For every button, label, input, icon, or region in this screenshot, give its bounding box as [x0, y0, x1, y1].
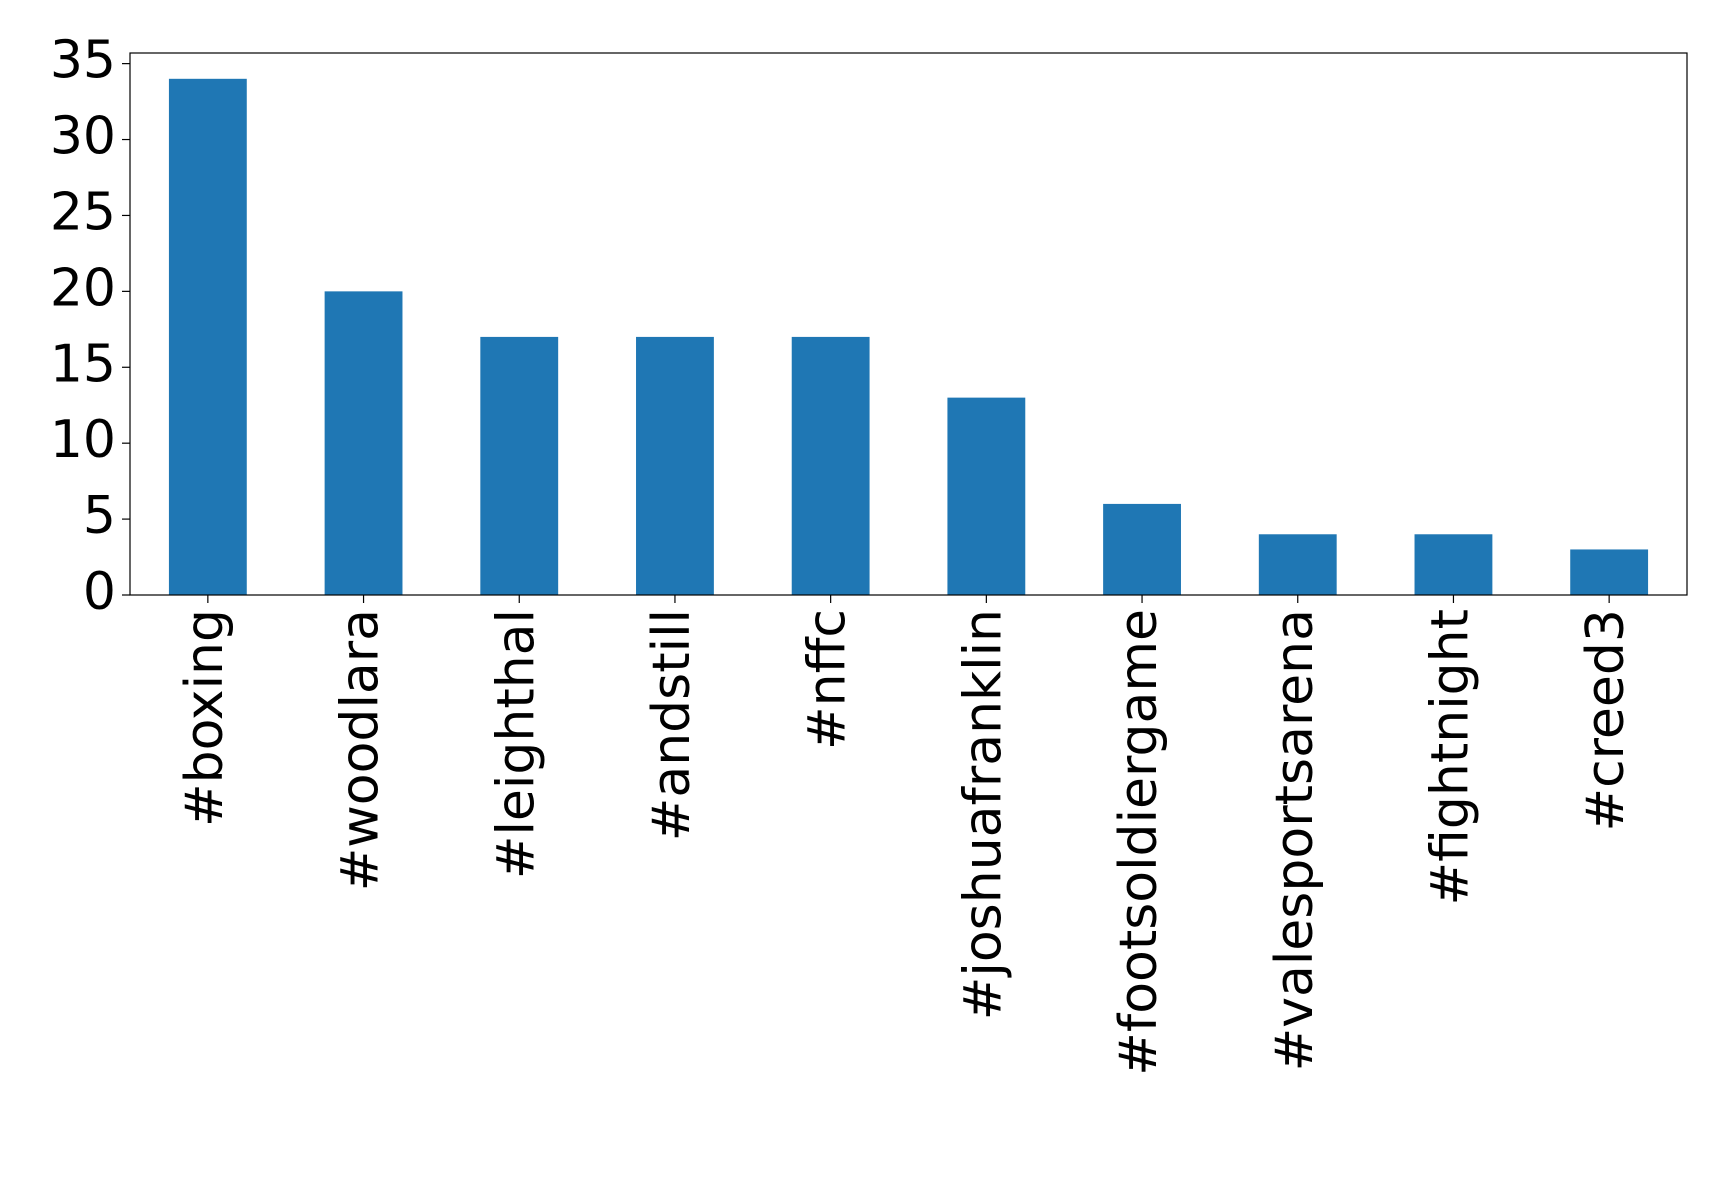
y-tick-label: 5	[83, 486, 116, 546]
x-tick-label: #joshuafranklin	[953, 609, 1013, 1020]
x-tick-label: #leighthal	[486, 609, 546, 879]
y-tick-label: 0	[83, 562, 116, 622]
bar	[1103, 503, 1181, 595]
y-tick-label: 35	[50, 31, 116, 91]
y-tick-label: 20	[50, 258, 116, 318]
bar	[324, 291, 403, 595]
bar	[1570, 549, 1649, 595]
plot-frame	[129, 52, 1688, 596]
bar	[1258, 534, 1337, 595]
y-tick-label: 25	[50, 182, 116, 242]
x-tick-label: #andstill	[642, 609, 702, 841]
bar	[791, 336, 870, 595]
bar	[168, 78, 247, 596]
bar	[636, 336, 714, 595]
y-tick-label: 30	[50, 107, 116, 167]
x-tick-label: #valesportsarena	[1265, 609, 1325, 1071]
bar	[1414, 534, 1493, 595]
x-tick-label: #nffc	[798, 609, 858, 750]
x-tick-label: #woodlara	[331, 609, 391, 891]
x-tick-label: #fightnight	[1420, 609, 1480, 905]
y-tick-label: 10	[50, 410, 116, 470]
x-tick-label: #creed3	[1576, 609, 1636, 831]
bar	[947, 397, 1026, 595]
bar	[480, 336, 559, 595]
x-tick-label: #boxing	[175, 609, 235, 827]
x-tick-label: #footsoldiergame	[1109, 609, 1169, 1076]
y-tick-label: 15	[50, 334, 116, 394]
